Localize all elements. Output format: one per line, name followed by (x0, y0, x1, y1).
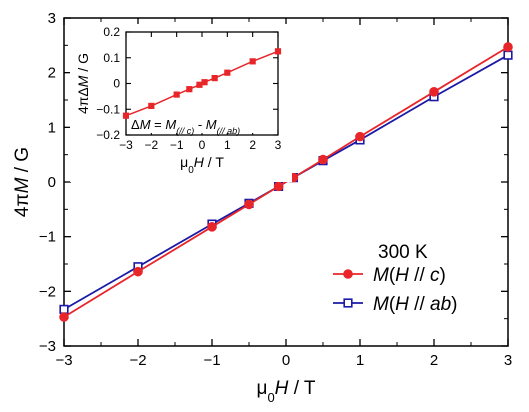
y-tick-label: −1 (39, 229, 56, 246)
inset-y-tick-label: 0.2 (103, 25, 120, 39)
inset-x-tick-label: −1 (170, 138, 184, 152)
inset-data-point (122, 112, 130, 119)
data-point (244, 199, 254, 210)
data-point (503, 42, 513, 52)
data-point (133, 266, 143, 277)
x-tick-label: −3 (55, 352, 72, 369)
data-point (355, 131, 365, 142)
inset-annotation: ΔM = M(// c) - M(// ab) (131, 117, 240, 136)
inset-x-tick-label: 2 (249, 138, 256, 152)
x-tick-label: 3 (504, 352, 512, 369)
inset-y-tick-label: 0.1 (103, 51, 120, 65)
x-tick-label: −1 (203, 352, 220, 369)
data-point (503, 50, 513, 60)
data-point (59, 304, 69, 314)
inset-data-point (148, 102, 155, 110)
inset-data-point (249, 58, 256, 65)
legend-marker (343, 298, 353, 308)
data-point (59, 312, 69, 322)
legend: M(H // c) M(H // ab) (333, 265, 457, 315)
inset-data-point (196, 81, 203, 88)
legend-label: M(H // ab) (373, 294, 457, 315)
x-axis-label: μ0H / T (256, 378, 315, 405)
y-tick-label: −2 (39, 283, 56, 300)
y-tick-label: 3 (48, 10, 56, 27)
inset-data-point (211, 74, 218, 82)
x-tick-label: 1 (356, 352, 364, 369)
legend-marker (343, 269, 353, 279)
y-axis-label: 4πM / G (12, 147, 33, 217)
legend-item: M(H // ab) (333, 294, 457, 315)
inset-data-point (201, 79, 208, 86)
inset-data-point (173, 91, 180, 98)
temperature-annotation: 300 K (378, 242, 428, 263)
legend-label: M(H // c) (373, 265, 446, 286)
inset-x-tick-label: −3 (119, 138, 133, 152)
y-tick-label: 2 (48, 65, 56, 82)
inset-series-delta-m (122, 48, 282, 119)
inset-plot: −3 −2 −1 0 1 2 3 −0.2 −0.1 0 0.1 0.2 μ0H / T 4πΔM / G… (70, 24, 292, 182)
inset-x-tick-label: −2 (144, 138, 158, 152)
inset-data-point (186, 86, 193, 93)
inset-data-point (274, 48, 282, 55)
data-point (273, 181, 284, 192)
y-tick-label: 0 (48, 174, 56, 191)
inset-y-tick-label: −0.2 (96, 128, 120, 142)
x-tick-label: 2 (430, 352, 438, 369)
inset-background (70, 24, 292, 182)
inset-y-tick-label: −0.1 (96, 102, 120, 116)
data-point (429, 87, 439, 97)
inset-x-axis-label: μ0H / T (180, 154, 224, 176)
inset-x-tick-label: 1 (224, 138, 231, 152)
inset-data-point (224, 69, 231, 76)
data-point (207, 222, 217, 232)
legend-item: M(H // c) (333, 265, 446, 286)
inset-y-axis-label: 4πΔM / G (75, 53, 91, 114)
data-point (318, 154, 328, 165)
x-tick-label: −2 (129, 352, 146, 369)
inset-x-tick-label: 3 (275, 138, 282, 152)
x-tick-label: 0 (282, 352, 290, 369)
y-tick-label: 1 (48, 119, 56, 136)
inset-annotation-background (129, 115, 277, 133)
y-tick-label: −3 (39, 338, 56, 355)
inset-y-tick-label: 0 (113, 77, 120, 91)
inset-x-tick-label: 0 (199, 138, 206, 152)
